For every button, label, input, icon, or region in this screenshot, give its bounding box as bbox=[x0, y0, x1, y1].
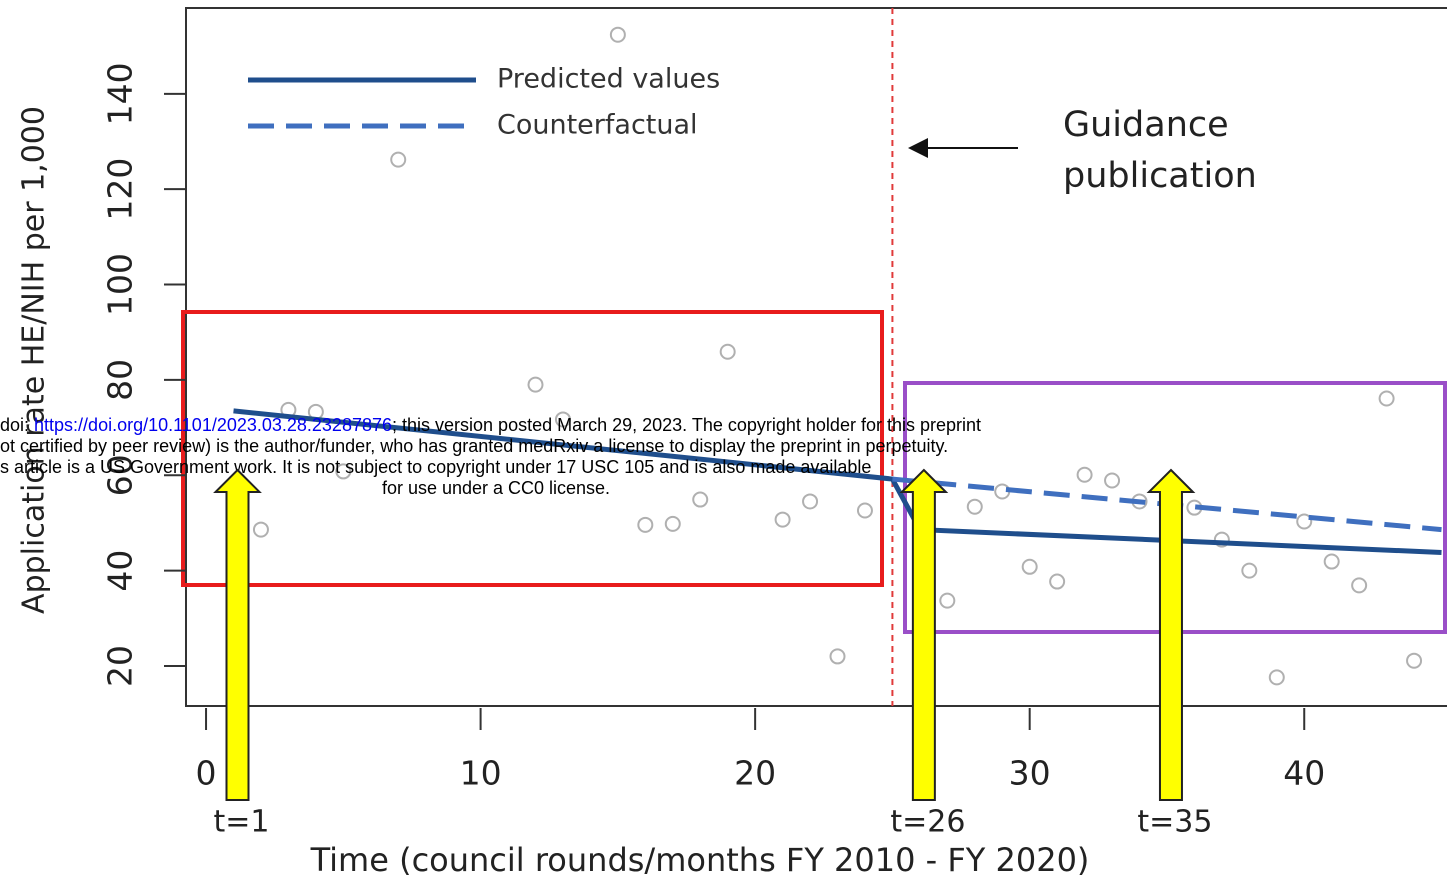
x-tick-label: 10 bbox=[460, 754, 502, 793]
marker-arrow bbox=[899, 468, 949, 801]
marker-label: t=1 bbox=[213, 805, 269, 840]
y-tick-label: 80 bbox=[101, 359, 140, 401]
annotation: publication bbox=[1063, 156, 1257, 196]
marker-label: t=26 bbox=[890, 805, 965, 840]
y-tick-label: 60 bbox=[101, 454, 140, 496]
marker-label: t=35 bbox=[1137, 805, 1212, 840]
x-tick-label: 40 bbox=[1283, 754, 1325, 793]
doi-link[interactable]: https://doi.org/10.1101/2023.03.28.23287… bbox=[34, 415, 392, 435]
doi-link-text: https://doi.org/10.1101/2023.03.28.23287… bbox=[34, 415, 392, 435]
y-tick-label: 40 bbox=[101, 550, 140, 592]
data-point bbox=[1351, 577, 1368, 594]
x-tick-label: 0 bbox=[196, 754, 217, 793]
y-tick-label: 100 bbox=[101, 253, 140, 316]
marker-arrow bbox=[213, 468, 262, 801]
data-point bbox=[527, 376, 544, 393]
annotation: Guidance bbox=[1063, 105, 1229, 145]
watermark-text: ; this version posted March 29, 2023. Th… bbox=[392, 415, 981, 435]
legend-label: Predicted values bbox=[497, 64, 720, 95]
data-point bbox=[939, 592, 956, 609]
data-point bbox=[1241, 562, 1258, 579]
pre-window bbox=[181, 310, 884, 587]
y-tick-label: 20 bbox=[101, 645, 140, 687]
arrowhead bbox=[908, 138, 928, 158]
watermark-text: doi: bbox=[0, 415, 34, 435]
x-tick-label: 20 bbox=[734, 754, 776, 793]
data-point bbox=[1049, 573, 1066, 590]
data-point bbox=[1021, 558, 1038, 575]
watermark-line: s article is a US Government work. It is… bbox=[0, 457, 871, 477]
watermark-line: doi: https://doi.org/10.1101/2023.03.28.… bbox=[0, 415, 981, 435]
y-axis-title: Application rate HE/NIH per 1,000 bbox=[17, 106, 52, 614]
watermark-line: for use under a CC0 license. bbox=[382, 478, 610, 498]
plot-frame bbox=[185, 7, 1447, 707]
data-point bbox=[692, 491, 709, 508]
data-point bbox=[335, 463, 352, 480]
data-point bbox=[1076, 466, 1093, 483]
data-point bbox=[966, 498, 983, 515]
data-point bbox=[1296, 513, 1313, 530]
data-point bbox=[774, 511, 791, 528]
data-point bbox=[1323, 553, 1340, 570]
data-point bbox=[252, 521, 269, 538]
data-point bbox=[856, 502, 873, 519]
data-point bbox=[1213, 531, 1230, 548]
x-axis-title: Time (council rounds/months FY 2010 - FY… bbox=[310, 841, 1090, 879]
data-point bbox=[1104, 472, 1121, 489]
data-point bbox=[802, 493, 819, 510]
data-point bbox=[664, 515, 681, 532]
data-point bbox=[554, 411, 571, 428]
y-tick-label: 120 bbox=[101, 158, 140, 221]
data-point bbox=[637, 516, 654, 533]
data-point bbox=[609, 26, 626, 43]
data-point bbox=[1268, 669, 1285, 686]
data-point bbox=[719, 343, 736, 360]
watermark-line: ot certified by peer review) is the auth… bbox=[0, 436, 948, 456]
y-tick-label: 140 bbox=[101, 62, 140, 125]
data-point bbox=[1378, 390, 1395, 407]
data-point bbox=[390, 151, 407, 168]
data-point bbox=[1406, 652, 1423, 669]
x-tick-label: 30 bbox=[1009, 754, 1051, 793]
data-point bbox=[829, 648, 846, 665]
legend-label: Counterfactual bbox=[497, 110, 698, 141]
marker-arrow bbox=[1146, 468, 1196, 801]
